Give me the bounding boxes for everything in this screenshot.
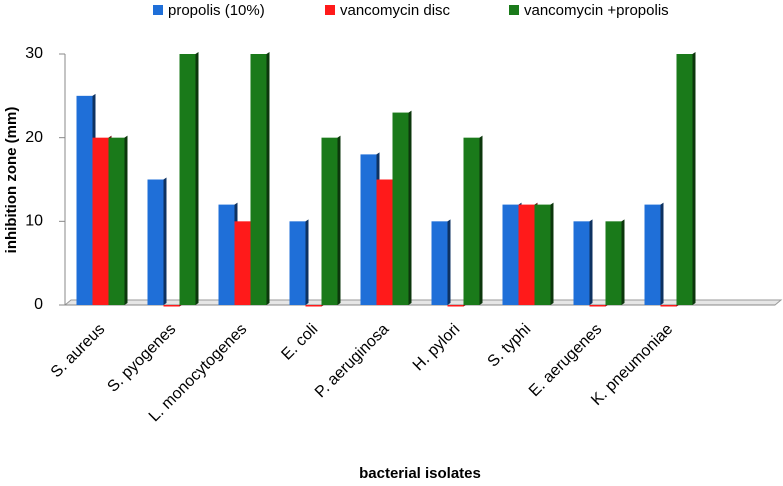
- y-axis-title: inhibition zone (mm): [3, 107, 20, 254]
- bar: [234, 221, 251, 305]
- legend-swatch: [153, 5, 163, 15]
- bar: [644, 204, 661, 305]
- bar: [147, 179, 164, 305]
- bar: [463, 137, 480, 305]
- x-tick-label: E. aerugenes: [526, 321, 605, 400]
- bar: [502, 204, 519, 305]
- bar-side: [660, 202, 664, 305]
- bar: [573, 221, 590, 305]
- legend-label: vancomycin +propolis: [524, 2, 669, 19]
- bar: [360, 154, 377, 305]
- bar: [163, 305, 180, 307]
- bar-side: [589, 219, 593, 305]
- y-tick-label: 0: [34, 296, 43, 313]
- x-tick-label: S. typhi: [485, 321, 535, 371]
- legend-swatch: [325, 5, 335, 15]
- bar: [218, 204, 235, 305]
- legend-label: vancomycin disc: [340, 2, 451, 19]
- bar: [321, 137, 338, 305]
- legend-label: propolis (10%): [168, 2, 265, 19]
- bar: [392, 112, 409, 305]
- floor: [63, 299, 783, 306]
- bar-side: [692, 52, 696, 305]
- bar: [76, 95, 93, 305]
- bar: [376, 179, 393, 305]
- bar-side: [195, 52, 199, 305]
- bar: [534, 204, 551, 305]
- bar: [108, 137, 125, 305]
- bar-side: [479, 135, 483, 305]
- y-tick-label: 20: [25, 129, 43, 146]
- bar: [289, 221, 306, 305]
- bar-side: [621, 219, 625, 305]
- x-tick-label: S. pyogenes: [104, 321, 179, 396]
- bar: [605, 221, 622, 305]
- bar-side: [266, 52, 270, 305]
- bar-side: [550, 202, 554, 305]
- bar: [305, 305, 322, 307]
- x-tick-label: P. aeruginosa: [312, 321, 392, 401]
- x-tick-label: S. aureus: [48, 321, 108, 381]
- bar-side: [447, 219, 451, 305]
- bar: [431, 221, 448, 305]
- y-tick-label: 10: [25, 213, 43, 230]
- bar: [660, 305, 677, 307]
- bar: [676, 54, 693, 305]
- bar: [179, 54, 196, 305]
- x-tick-label: H. pylori: [410, 321, 464, 375]
- bar-side: [124, 135, 128, 305]
- bar: [589, 305, 606, 307]
- bar: [92, 137, 109, 305]
- bar: [250, 54, 267, 305]
- bar: [447, 305, 464, 307]
- legend-swatch: [509, 5, 519, 15]
- bar: [518, 204, 535, 305]
- x-axis-title: bacterial isolates: [359, 465, 481, 482]
- y-tick-label: 30: [25, 45, 43, 62]
- bar-side: [163, 177, 167, 305]
- bar-side: [337, 135, 341, 305]
- x-tick-label: E. coli: [278, 321, 321, 364]
- bar-side: [408, 110, 412, 305]
- bar-side: [305, 219, 309, 305]
